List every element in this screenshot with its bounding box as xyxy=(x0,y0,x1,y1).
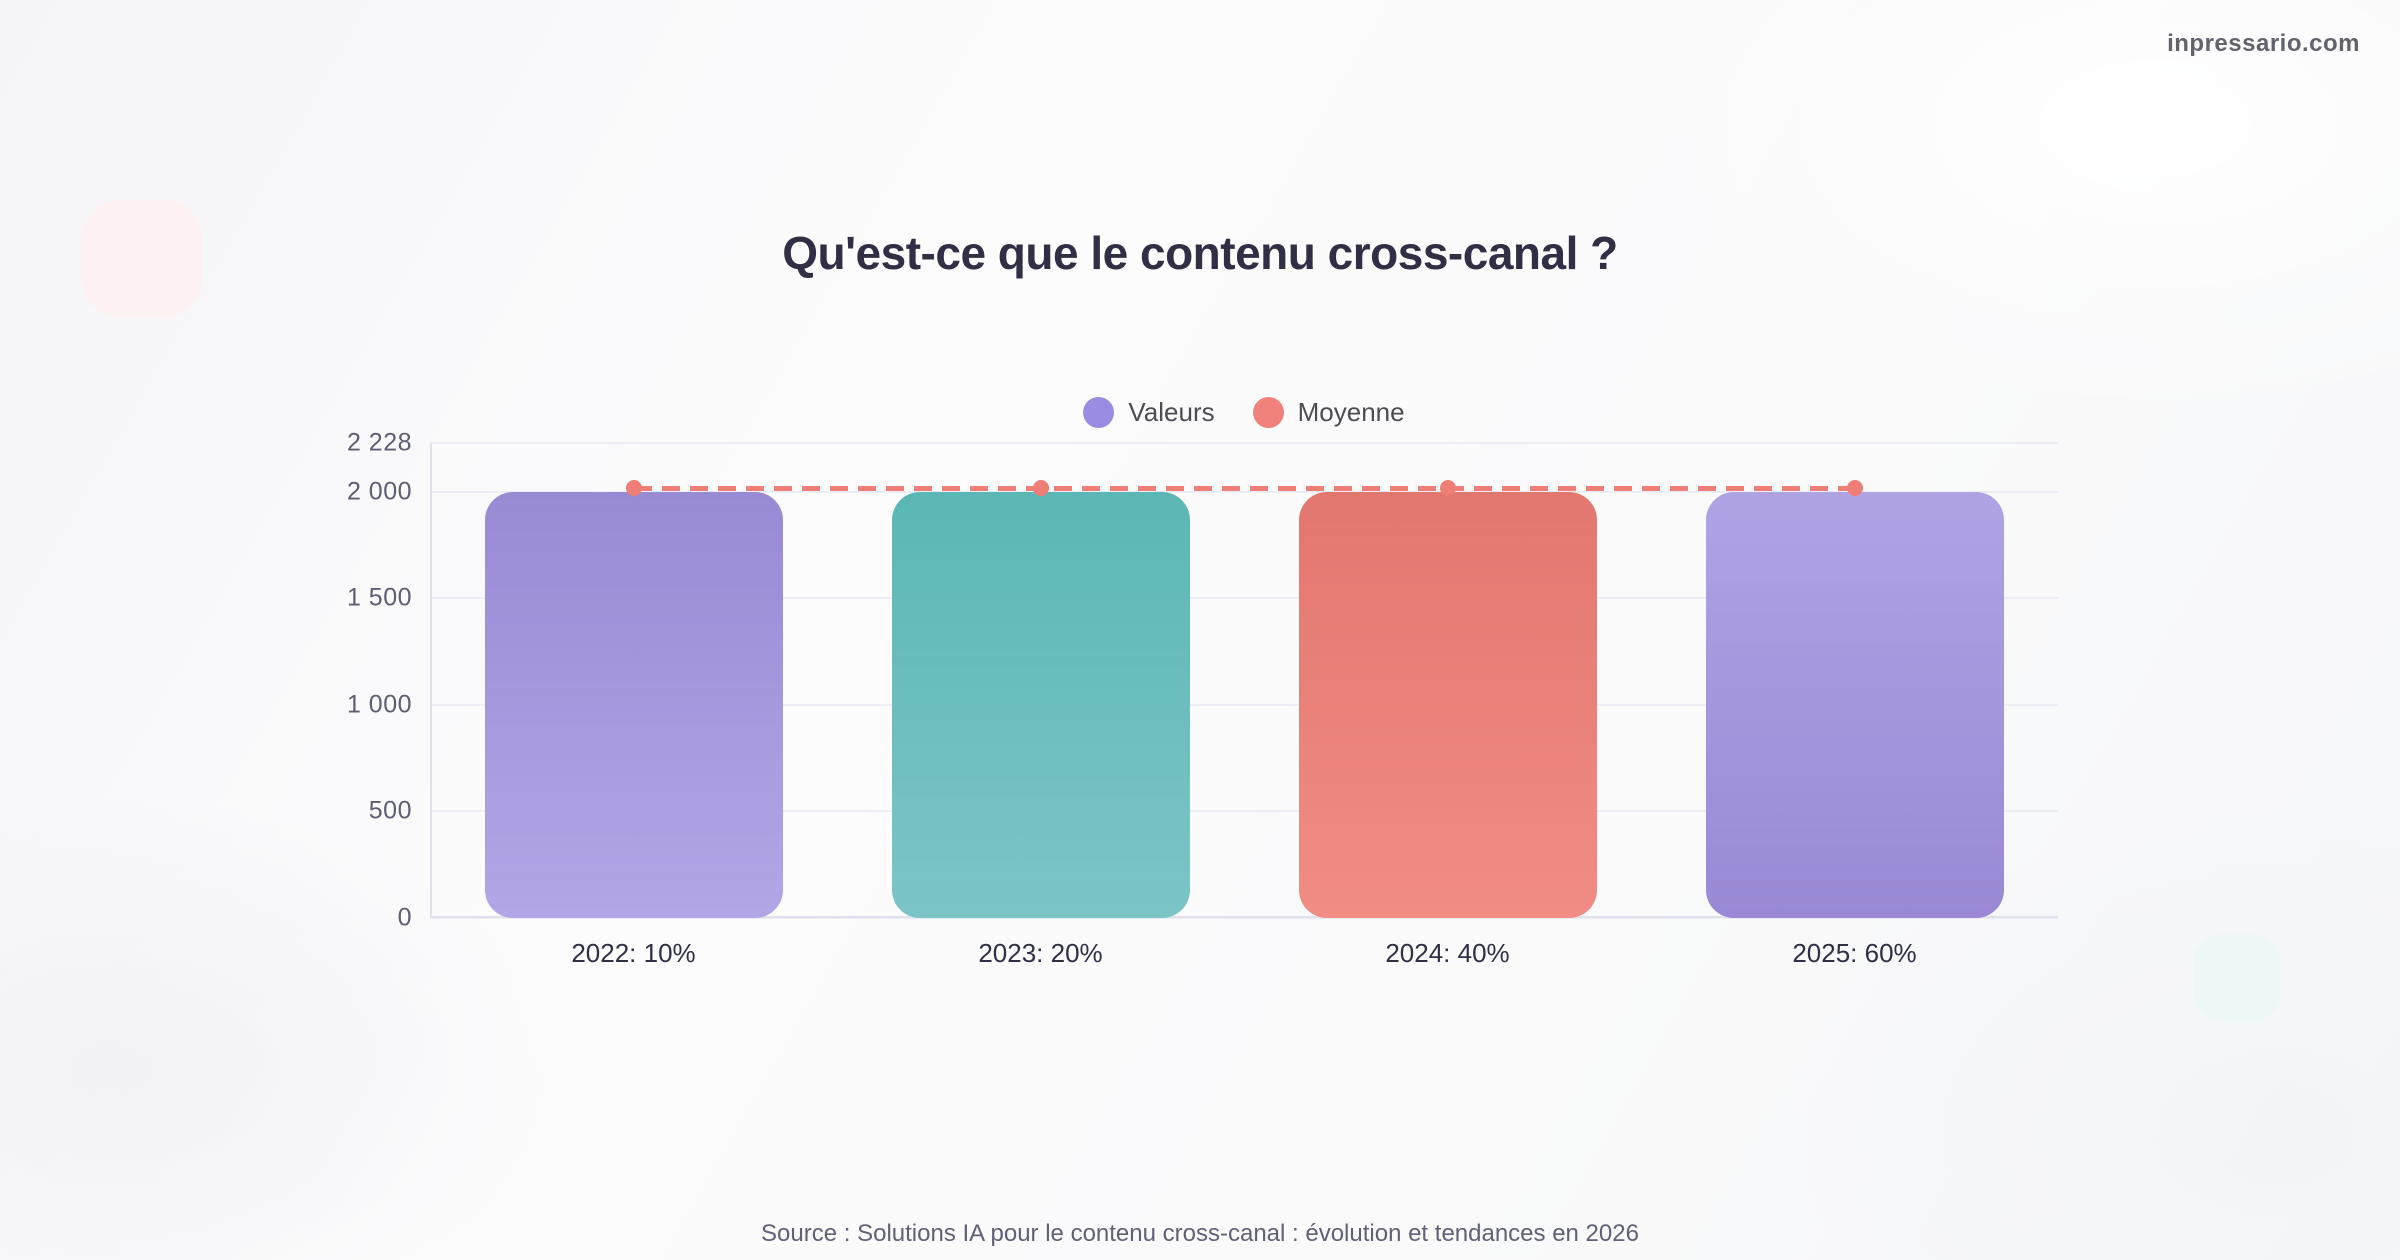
plot-area xyxy=(430,442,2058,919)
y-tick-label: 0 xyxy=(397,903,412,932)
decor-teal-square xyxy=(2194,935,2280,1020)
x-axis-line xyxy=(430,916,2058,918)
bar-2023 xyxy=(891,491,1190,918)
gridline-0 xyxy=(430,917,2058,919)
chart-title: Qu'est-ce que le contenu cross-canal ? xyxy=(782,227,1618,279)
bar-column-2022 xyxy=(430,443,837,918)
average-dashed-line xyxy=(633,485,1855,491)
gridline-1000 xyxy=(430,703,2058,706)
y-axis-line xyxy=(430,443,432,918)
bar-column-2025 xyxy=(1651,443,2058,918)
watermark: inpressario.com xyxy=(2167,30,2360,57)
legend-swatch-icon xyxy=(1252,397,1284,428)
y-tick-label: 1 500 xyxy=(346,583,412,612)
bar-2022 xyxy=(484,491,783,918)
source-caption: Source : Solutions IA pour le contenu cr… xyxy=(761,1220,1639,1247)
bar-2024 xyxy=(1298,491,1597,918)
gridline-500 xyxy=(430,810,2058,813)
y-tick-label: 2 228 xyxy=(346,428,412,457)
y-axis: 0 500 1 000 1 500 2 000 2 228 xyxy=(250,429,412,932)
y-tick-label: 2 000 xyxy=(346,477,412,506)
average-marker-dot xyxy=(1439,479,1456,496)
bar-2025 xyxy=(1705,491,2004,918)
gridline-2000 xyxy=(430,490,2058,493)
legend-swatch-icon xyxy=(1083,397,1115,428)
x-axis: 2022: 10% 2023: 20% 2024: 40% 2025: 60% xyxy=(430,938,2058,969)
y-tick-label: 1 000 xyxy=(346,690,412,719)
bar-column-2024 xyxy=(1244,443,1651,918)
gridline-1500 xyxy=(430,597,2058,600)
legend: Valeurs Moyenne xyxy=(430,397,2058,428)
decor-pink-square xyxy=(82,200,202,317)
legend-label: Valeurs xyxy=(1128,397,1215,427)
average-marker-dot xyxy=(1032,479,1049,496)
legend-label: Moyenne xyxy=(1297,397,1405,427)
x-category-label: 2024: 40% xyxy=(1385,938,1510,968)
x-category-label: 2023: 20% xyxy=(978,938,1103,968)
gridline-2228 xyxy=(430,442,2058,444)
legend-item-valeurs: Valeurs xyxy=(1083,397,1215,428)
bar-column-2023 xyxy=(837,443,1244,918)
average-marker-dot xyxy=(625,479,642,496)
y-tick-label: 500 xyxy=(368,796,412,825)
average-marker-dot xyxy=(1846,479,1863,496)
x-category-label: 2025: 60% xyxy=(1792,938,1917,968)
bar-area xyxy=(430,443,2058,918)
x-category-label: 2022: 10% xyxy=(571,938,696,968)
legend-item-moyenne: Moyenne xyxy=(1252,397,1405,428)
